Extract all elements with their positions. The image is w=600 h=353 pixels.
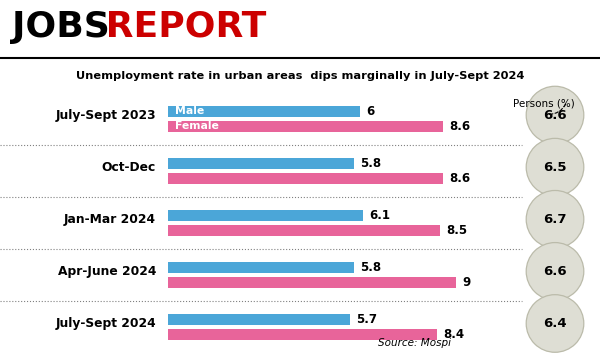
Text: July-Sept 2024: July-Sept 2024 bbox=[55, 317, 156, 330]
Text: Jan-Mar 2024: Jan-Mar 2024 bbox=[64, 213, 156, 226]
Text: July-Sept 2023: July-Sept 2023 bbox=[55, 109, 156, 121]
Bar bbox=[168, 225, 440, 236]
Text: 6.6: 6.6 bbox=[543, 265, 567, 278]
Text: 9: 9 bbox=[462, 276, 470, 289]
Ellipse shape bbox=[526, 138, 584, 196]
Bar bbox=[168, 157, 353, 169]
Bar bbox=[168, 329, 437, 340]
Bar bbox=[168, 106, 360, 116]
Text: 8.6: 8.6 bbox=[449, 172, 470, 185]
Text: 8.4: 8.4 bbox=[443, 328, 464, 341]
Text: Source: Mospi: Source: Mospi bbox=[378, 338, 451, 348]
Text: 5.7: 5.7 bbox=[356, 313, 377, 326]
Bar bbox=[168, 277, 456, 288]
Text: 6.1: 6.1 bbox=[369, 209, 390, 222]
Bar bbox=[168, 314, 350, 325]
Bar bbox=[168, 210, 363, 221]
Text: 6.5: 6.5 bbox=[543, 161, 567, 174]
Text: Female: Female bbox=[175, 121, 219, 131]
Text: Male: Male bbox=[175, 106, 205, 116]
Text: Oct-Dec: Oct-Dec bbox=[102, 161, 156, 174]
Text: JOBS: JOBS bbox=[12, 10, 110, 44]
Bar bbox=[168, 262, 353, 273]
Bar bbox=[168, 173, 443, 184]
Text: 6.4: 6.4 bbox=[543, 317, 567, 330]
Text: Unemployment rate in urban areas  dips marginally in July-Sept 2024: Unemployment rate in urban areas dips ma… bbox=[76, 71, 524, 81]
Text: 6: 6 bbox=[366, 104, 374, 118]
Text: 6.7: 6.7 bbox=[543, 213, 567, 226]
Text: 8.5: 8.5 bbox=[446, 224, 467, 237]
Text: Apr-June 2024: Apr-June 2024 bbox=[58, 265, 156, 278]
Text: Persons (%): Persons (%) bbox=[513, 99, 575, 109]
Text: 5.8: 5.8 bbox=[359, 157, 381, 169]
Text: 8.6: 8.6 bbox=[449, 120, 470, 133]
Text: 5.8: 5.8 bbox=[359, 261, 381, 274]
Ellipse shape bbox=[526, 243, 584, 300]
Ellipse shape bbox=[526, 295, 584, 352]
Bar bbox=[168, 121, 443, 132]
Ellipse shape bbox=[526, 86, 584, 144]
Text: 6.6: 6.6 bbox=[543, 109, 567, 121]
Text: REPORT: REPORT bbox=[93, 10, 266, 44]
Ellipse shape bbox=[526, 191, 584, 248]
